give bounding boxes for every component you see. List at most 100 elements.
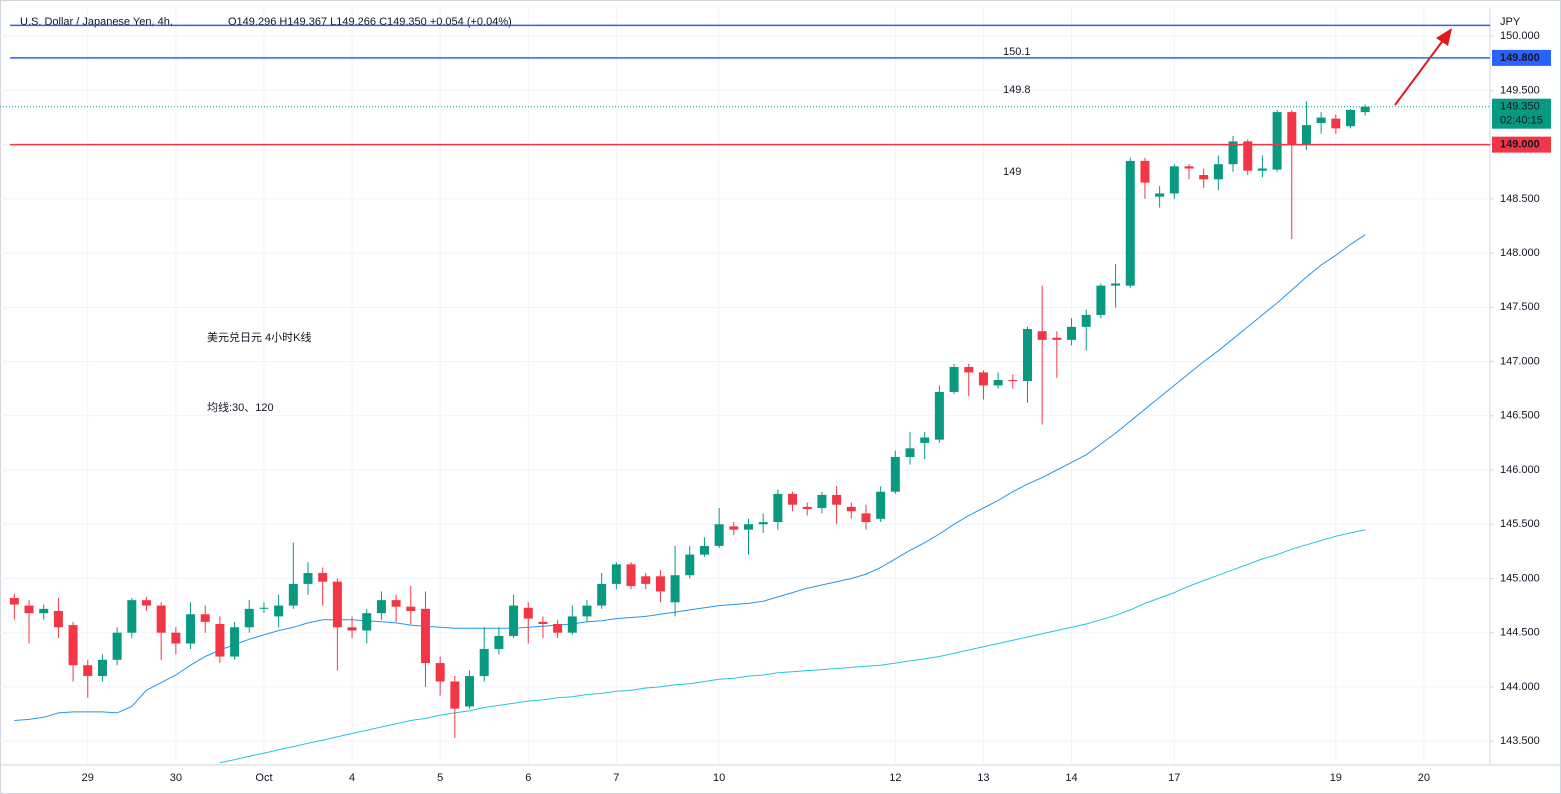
candle-body: [1111, 283, 1121, 286]
candle-body: [1184, 166, 1194, 169]
y-tick-label: 147.500: [1500, 301, 1540, 313]
candle-body: [876, 491, 886, 519]
candle-body: [744, 524, 753, 530]
candle-body: [1331, 118, 1341, 129]
arrow: [1394, 34, 1448, 106]
candle-body: [1140, 160, 1150, 183]
candle-body: [1213, 164, 1223, 180]
candle-body: [288, 583, 298, 606]
x-tick-label: 14: [1065, 772, 1077, 784]
candle-body: [332, 581, 342, 628]
x-tick-label: 19: [1330, 772, 1342, 784]
candle-body: [670, 575, 680, 603]
candle-body: [259, 607, 269, 609]
y-tick-label: 148.000: [1500, 247, 1540, 259]
price-label: 149.000: [1500, 139, 1540, 151]
candle-body: [347, 627, 357, 631]
candle-body: [376, 600, 386, 614]
candle-body: [1008, 379, 1018, 382]
ohlc-values: O149.296 H149.367 L149.266 C149.350 +0.0…: [228, 16, 512, 28]
candle-body: [802, 506, 812, 510]
price-label-box: [1492, 49, 1551, 66]
candle-body: [861, 513, 871, 523]
candle-body: [479, 648, 489, 677]
candle-body: [435, 663, 445, 682]
candle-body: [1243, 141, 1253, 171]
candle-body: [699, 545, 709, 555]
candle-body: [1067, 326, 1077, 340]
candle-body: [1169, 166, 1179, 194]
x-tick-label: 30: [170, 772, 182, 784]
candle-body: [156, 605, 166, 633]
candle-body: [303, 573, 313, 584]
candle-body: [215, 624, 225, 657]
y-tick-label: 145.000: [1500, 572, 1540, 584]
candle-body: [626, 564, 636, 587]
moving-average: [14, 234, 1366, 721]
candle-body: [1199, 175, 1209, 180]
candle-body: [509, 605, 519, 636]
candle-body: [905, 448, 915, 457]
moving-average: [219, 529, 1366, 764]
candle-body: [773, 493, 783, 523]
candle-body: [1272, 112, 1282, 170]
candle-body: [523, 607, 533, 619]
candle-body: [920, 437, 930, 443]
x-tick-label: 7: [613, 772, 619, 784]
y-tick-label: 145.500: [1500, 518, 1540, 530]
candle-body: [846, 506, 856, 512]
candle-body: [949, 366, 959, 392]
symbol-title: U.S. Dollar / Japanese Yen, 4h,: [20, 16, 173, 28]
candle-body: [186, 614, 196, 644]
plot-area: [0, 8, 1490, 765]
candle-body: [112, 632, 122, 660]
x-tick-label: 20: [1418, 772, 1430, 784]
x-tick-label: 4: [349, 772, 355, 784]
x-tick-label: 12: [889, 772, 901, 784]
candle-body: [685, 554, 695, 576]
candle-body: [788, 493, 798, 505]
candle-body: [582, 605, 592, 617]
price-label-box: [1492, 136, 1551, 153]
candle-body: [538, 621, 548, 625]
candle-body: [391, 600, 401, 607]
candle-body: [450, 681, 460, 709]
arrow-head: [1436, 28, 1452, 46]
candle-body: [1228, 141, 1238, 165]
annotation: 150.1: [1003, 46, 1031, 58]
candle-body: [1155, 193, 1165, 197]
candle-body: [1346, 109, 1356, 127]
candle-body: [68, 625, 78, 666]
x-tick-label: 5: [437, 772, 443, 784]
candle-body: [1125, 160, 1135, 286]
price-label: 149.800: [1500, 52, 1540, 64]
x-tick-label: 10: [713, 772, 725, 784]
candle-body: [832, 494, 842, 505]
x-tick-label: 17: [1168, 772, 1180, 784]
candle-body: [127, 600, 137, 633]
y-tick-label: 149.500: [1500, 84, 1540, 96]
y-tick-label: 144.500: [1500, 627, 1540, 639]
candle-body: [141, 600, 151, 606]
candle-body: [1096, 285, 1106, 315]
x-tick-label: 13: [977, 772, 989, 784]
x-tick-label: Oct: [255, 772, 272, 784]
candle-body: [465, 676, 475, 707]
candle-body: [611, 564, 621, 584]
axis-unit: JPY: [1500, 16, 1521, 28]
y-tick-label: 143.500: [1500, 735, 1540, 747]
candle-body: [1316, 117, 1326, 123]
candle-body: [1022, 329, 1032, 382]
candle-body: [553, 624, 563, 633]
candle-body: [1052, 337, 1062, 340]
annotation: 均线:30、120: [207, 400, 274, 414]
candle-body: [24, 605, 34, 614]
y-tick-label: 146.500: [1500, 410, 1540, 422]
candle-body: [597, 583, 607, 606]
candle-body: [817, 494, 827, 508]
y-tick-label: 148.500: [1500, 193, 1540, 205]
candle-body: [200, 614, 210, 622]
x-tick-label: 6: [525, 772, 531, 784]
candle-body: [97, 659, 107, 677]
